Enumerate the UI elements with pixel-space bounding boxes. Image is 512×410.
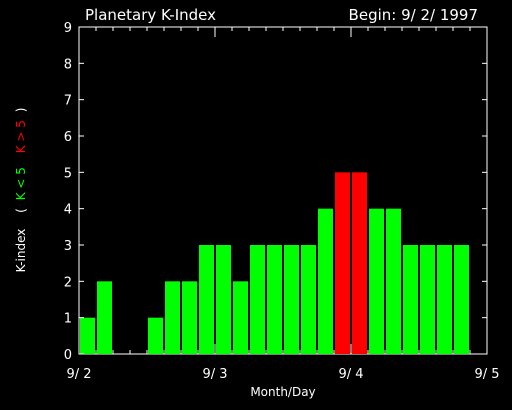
x-axis: 9/ 2 9/ 3 9/ 4 9/ 5	[66, 27, 500, 382]
y-axis: 0 1 2 3 4 5 6 7 8 9	[64, 21, 487, 363]
x-axis-label: Month/Day	[250, 385, 315, 399]
y-tick-label-4: 4	[64, 203, 72, 218]
k-index-bar-21	[437, 245, 452, 354]
k-index-bar-0	[80, 317, 95, 354]
k-index-bar-22	[454, 245, 469, 354]
x-tick-label-2: 9/ 4	[338, 367, 363, 382]
k-index-bar-10	[250, 245, 265, 354]
k-index-bar-18	[386, 208, 401, 354]
y-axis-label-low: K < 5	[14, 167, 28, 200]
k-index-bar-7	[199, 245, 214, 354]
begin-date-label: Begin: 9/ 2/ 1997	[349, 6, 478, 24]
y-tick-label-2: 2	[64, 275, 72, 290]
k-index-bar-20	[420, 245, 435, 354]
y-axis-label-high: K > 5	[14, 120, 28, 153]
x-tick-label-0: 9/ 2	[66, 367, 91, 382]
k-index-bar-14	[318, 208, 333, 354]
k-index-bar-5	[165, 281, 180, 354]
y-axis-label-close-paren: )	[14, 108, 28, 113]
k-index-bar-15	[335, 172, 350, 354]
y-tick-label-7: 7	[64, 94, 72, 109]
x-tick-label-3: 9/ 5	[474, 367, 499, 382]
y-tick-label-3: 3	[64, 239, 72, 254]
y-tick-label-5: 5	[64, 166, 72, 181]
k-index-bar-17	[369, 208, 384, 354]
y-tick-label-1: 1	[64, 312, 72, 327]
y-axis-label-open-paren: (	[14, 208, 28, 213]
k-index-bar-11	[267, 245, 282, 354]
k-index-bar-1	[97, 281, 112, 354]
y-axis-label: K-index ( K < 5 K > 5 )	[14, 108, 28, 273]
bars-group	[80, 172, 469, 354]
k-index-bar-12	[284, 245, 299, 354]
y-axis-label-prefix: K-index	[14, 229, 28, 273]
y-tick-label-8: 8	[64, 57, 72, 72]
k-index-bar-19	[403, 245, 418, 354]
k-index-bar-4	[148, 317, 163, 354]
x-tick-label-1: 9/ 3	[202, 367, 227, 382]
y-tick-label-0: 0	[64, 348, 72, 363]
k-index-bar-8	[216, 245, 231, 354]
y-tick-label-9: 9	[64, 21, 72, 36]
chart-title: Planetary K-Index	[85, 6, 216, 24]
k-index-bar-9	[233, 281, 248, 354]
y-tick-label-6: 6	[64, 130, 72, 145]
k-index-bar-16	[352, 172, 367, 354]
plot-area: 0 1 2 3 4 5 6 7 8 9 9/ 2 9/ 3 9/ 4 9/ 5	[64, 21, 500, 382]
k-index-bar-13	[301, 245, 316, 354]
k-index-bar-6	[182, 281, 197, 354]
